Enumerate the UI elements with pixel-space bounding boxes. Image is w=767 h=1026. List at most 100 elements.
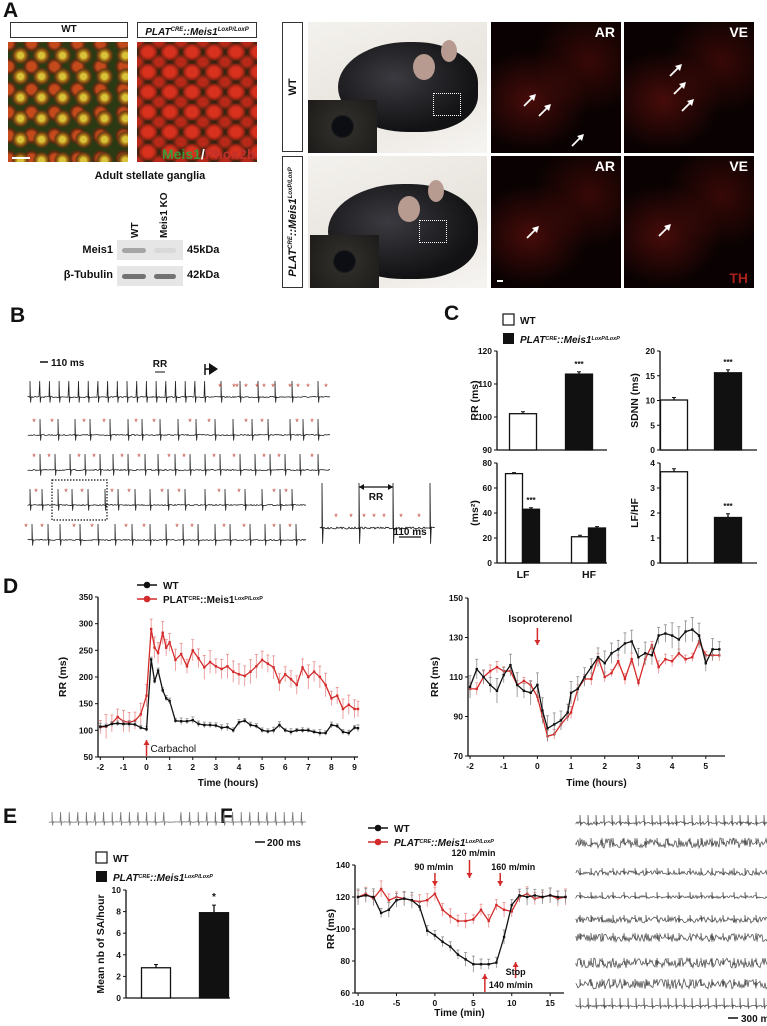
ectopic-marker: *: [372, 512, 376, 522]
data-point-ko: [191, 649, 194, 652]
stain-scale-bar: [497, 280, 503, 282]
data-point-ko: [603, 675, 606, 679]
wt-ganglia-micrograph: [8, 42, 128, 162]
rr-label: RR: [153, 359, 168, 370]
eye-inset: [310, 235, 379, 288]
data-point-wt: [364, 894, 367, 897]
significance-mark: ***: [723, 358, 733, 367]
x-tick-label: 9: [352, 762, 357, 772]
ectopic-marker: *: [124, 522, 128, 532]
ectopic-marker: *: [232, 382, 236, 392]
data-point-ko: [208, 660, 212, 664]
ectopic-marker: *: [40, 522, 44, 532]
bar-ko-hf: [587, 527, 607, 564]
blot-tubulin: [117, 266, 183, 286]
ectopic-marker: *: [110, 487, 114, 497]
data-point-wt: [295, 729, 298, 732]
ecg-trace: [27, 418, 331, 441]
bar-ko: [198, 912, 230, 999]
ectopic-marker: *: [306, 382, 310, 392]
data-point-ko: [139, 713, 142, 716]
x-tick-label: 15: [545, 998, 555, 1008]
data-point-wt: [502, 673, 505, 677]
y-tick-label: 10: [646, 396, 656, 406]
data-point-ko: [249, 670, 252, 673]
data-point-wt: [664, 632, 667, 635]
data-point-wt: [153, 680, 156, 683]
data-point-ko: [149, 627, 153, 631]
series-line-wt: [100, 659, 359, 734]
ecg-trace: [27, 488, 307, 511]
series-line-wt: [357, 894, 566, 965]
data-point-ko: [341, 707, 345, 711]
ectopic-marker: *: [34, 487, 38, 497]
data-point-wt: [533, 894, 537, 897]
ectopic-marker: *: [324, 382, 328, 392]
row-label-ko: PLATCRE::Meis1LoxP/LoxP: [282, 156, 303, 288]
data-point-wt: [185, 720, 189, 723]
x-tick-label: 5: [703, 761, 708, 771]
legend-marker-wt: [374, 824, 382, 832]
data-point-wt: [104, 724, 108, 728]
ectopic-marker: *: [222, 522, 226, 532]
x-axis-label: Time (min): [434, 1008, 484, 1019]
ko-ve-th-stain: VE TH: [624, 156, 754, 288]
data-point-ko: [487, 919, 490, 923]
y-axis-label: (ms²): [469, 500, 481, 526]
data-point-wt: [133, 723, 137, 726]
data-point-wt: [529, 691, 532, 694]
y-axis-label: RR (ms): [57, 657, 69, 697]
data-point-ko: [336, 694, 339, 697]
region-label-ar: AR: [594, 24, 615, 40]
ecg-trace: [27, 523, 307, 546]
y-tick-label: 60: [341, 988, 351, 998]
ectopic-marker: *: [47, 452, 51, 462]
series-ko: [468, 635, 721, 742]
data-point-wt: [677, 638, 681, 641]
ko-label-sup1: CRE: [138, 874, 150, 880]
ectopic-marker: *: [310, 417, 314, 427]
x-tick-label: -5: [393, 998, 401, 1008]
y-tick-label: 2: [116, 971, 121, 981]
c-power-chart: 0 20 40 60 80 (ms²) *** LF HF: [469, 458, 607, 581]
y-tick-label: 100: [336, 924, 350, 934]
ecg-trace: [27, 453, 331, 476]
data-point-ko: [203, 666, 206, 669]
y-tick-label: 4: [650, 458, 655, 468]
data-point-wt: [495, 961, 498, 964]
data-point-ko: [610, 671, 613, 675]
data-point-wt: [330, 723, 333, 727]
ko-label-mid: ::Meis1: [431, 838, 466, 849]
data-point-wt: [387, 908, 391, 911]
data-point-ko: [161, 631, 164, 634]
data-point-wt: [336, 724, 339, 728]
ectopic-marker: *: [92, 452, 96, 462]
data-point-wt: [657, 634, 660, 637]
data-point-wt: [260, 729, 264, 732]
row-label-wt: WT: [282, 22, 303, 152]
data-point-ko: [156, 651, 160, 655]
series-wt: [468, 617, 721, 741]
data-point-wt: [99, 725, 102, 728]
series-line-wt: [469, 628, 720, 730]
y-tick-label: 350: [79, 592, 93, 602]
panel-label-d: D: [3, 575, 19, 598]
y-tick-label: 8: [116, 907, 121, 917]
data-point-ko: [489, 669, 492, 673]
data-point-wt: [433, 934, 437, 937]
y-axis-label: RR (ms): [325, 909, 337, 949]
data-point-ko: [472, 918, 475, 921]
data-point-ko: [510, 910, 513, 913]
data-point-wt: [402, 897, 406, 900]
series-ko: [356, 880, 568, 929]
ecg-trace: [319, 482, 436, 544]
data-point-ko: [284, 673, 287, 676]
data-point-wt: [243, 719, 246, 722]
data-point-wt: [564, 895, 567, 899]
x-tick-label: -10: [352, 998, 365, 1008]
data-point-ko: [495, 903, 498, 907]
data-point-wt: [324, 731, 327, 735]
data-point-wt: [617, 648, 620, 651]
